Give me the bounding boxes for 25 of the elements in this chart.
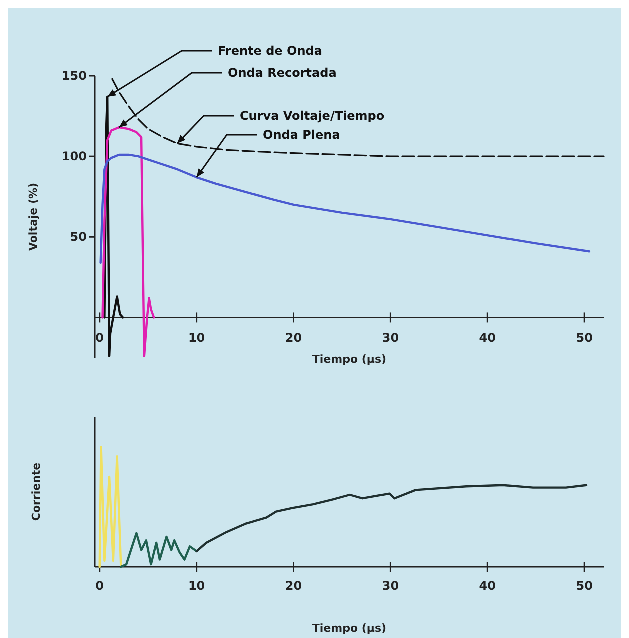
x-axis-title: Tiempo (µs) bbox=[312, 622, 387, 635]
x-tick-label: 40 bbox=[479, 579, 496, 593]
x-tick-label: 0 bbox=[96, 579, 104, 593]
y-tick-label: 100 bbox=[62, 150, 87, 164]
y-axis-title: Voltaje (%) bbox=[27, 182, 40, 252]
x-tick-label: 20 bbox=[285, 579, 302, 593]
text: Onda Recortada bbox=[228, 66, 337, 80]
y-axis-title: Corriente bbox=[30, 462, 43, 522]
text: Frente de Onda bbox=[218, 44, 322, 58]
x-axis-title: Tiempo (µs) bbox=[312, 353, 387, 366]
x-tick-label: 30 bbox=[382, 579, 400, 593]
x-tick-label: 10 bbox=[188, 579, 206, 593]
line-series bbox=[100, 154, 591, 264]
x-tick-label: 40 bbox=[479, 331, 496, 345]
line-series bbox=[112, 78, 605, 158]
x-tick-label: 50 bbox=[576, 579, 593, 593]
x-tick-label: 30 bbox=[382, 331, 400, 345]
text: Onda Plena bbox=[263, 128, 340, 142]
x-tick-label: 10 bbox=[188, 331, 206, 345]
y-tick-label: 150 bbox=[62, 69, 87, 83]
x-tick-label: 0 bbox=[96, 331, 104, 345]
x-tick-label: 20 bbox=[285, 331, 302, 345]
x-tick-label: 50 bbox=[576, 331, 593, 345]
text: Curva Voltaje/Tiempo bbox=[240, 109, 385, 123]
y-tick-label: 50 bbox=[70, 230, 87, 244]
